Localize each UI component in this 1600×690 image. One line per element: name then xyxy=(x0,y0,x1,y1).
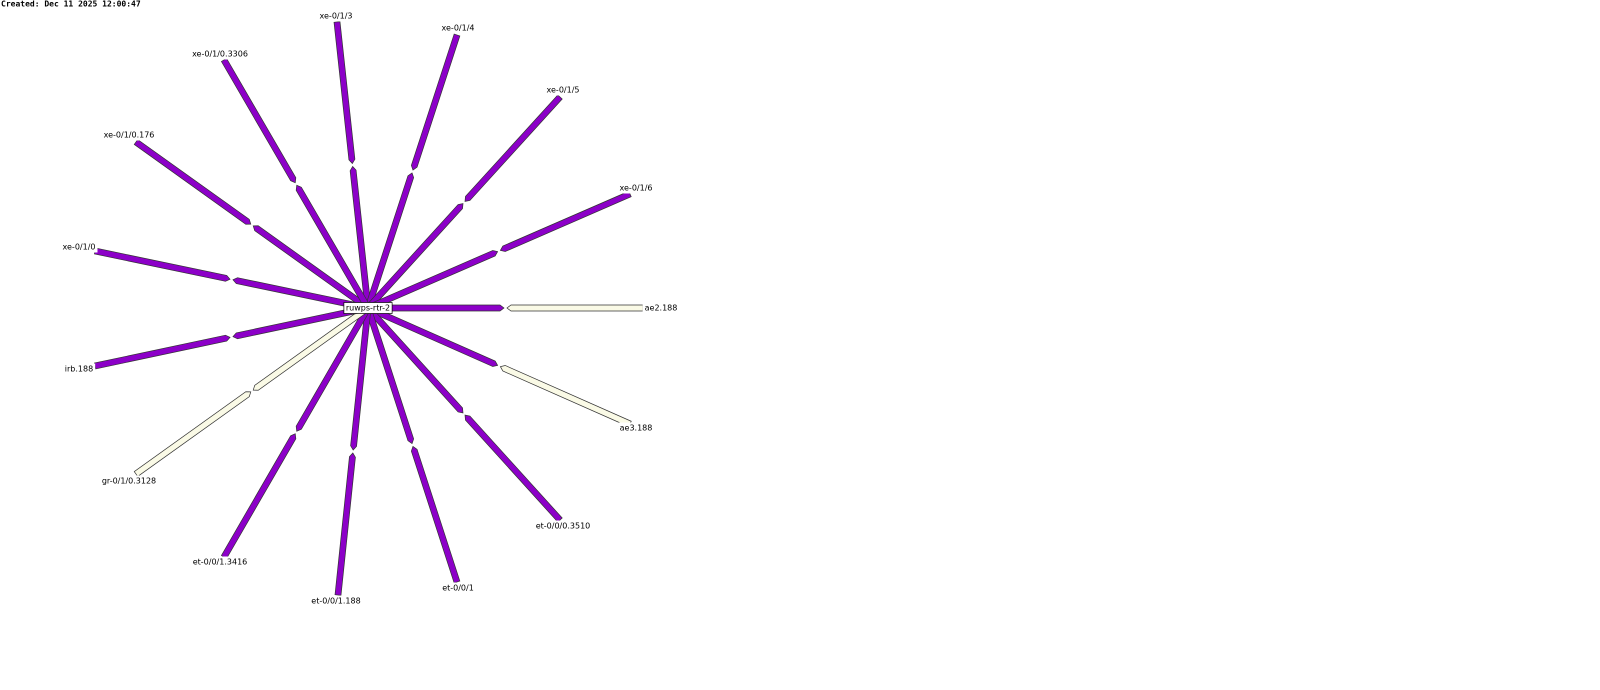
node-label-box xyxy=(617,422,655,434)
node-label-box xyxy=(439,22,477,34)
link-arrow xyxy=(93,334,231,370)
link-arrow xyxy=(464,414,563,523)
node-label: xe-0/1/4 xyxy=(442,24,475,33)
link-arrow xyxy=(410,445,461,584)
labels: xe-0/1/3 xe-0/1/4 xe-0/1/5 xe-0/1/6 ae2.188 a… xyxy=(60,10,680,607)
node-label: xe-0/1/0.3306 xyxy=(192,50,248,59)
node-label-box xyxy=(440,582,476,594)
link-arrow xyxy=(220,58,297,184)
node-label-box xyxy=(544,84,582,96)
node-label-box xyxy=(62,363,96,375)
node-label-box xyxy=(190,556,250,568)
node-label-box xyxy=(617,182,655,194)
link-arrow xyxy=(333,21,356,165)
node-label: gr-0/1/0.3128 xyxy=(102,477,156,486)
link-arrow xyxy=(220,433,297,559)
link-arrow xyxy=(365,305,464,414)
node-label: xe-0/1/0.176 xyxy=(104,131,155,140)
node-label: irb.188 xyxy=(65,365,93,374)
node-label-box xyxy=(343,302,393,314)
link-arrow xyxy=(93,247,231,282)
link-arrow xyxy=(133,391,252,477)
node-label-box xyxy=(533,520,593,532)
node-label: ae3.188 xyxy=(620,424,653,433)
node-label-box xyxy=(642,302,680,314)
node-label-box xyxy=(317,10,355,22)
node-label-box xyxy=(309,595,363,607)
link-arrow xyxy=(499,190,632,252)
link-arrow xyxy=(499,365,632,428)
node-label: xe-0/1/6 xyxy=(620,184,653,193)
node-label: xe-0/1/5 xyxy=(547,86,580,95)
node-label: xe-0/1/3 xyxy=(320,12,353,21)
link-arrow xyxy=(506,304,644,312)
node-label: xe-0/1/0 xyxy=(63,243,96,252)
node-label: et-0/0/1.3416 xyxy=(193,558,248,567)
created-stamp: Created: Dec 11 2025 12:00:47 xyxy=(1,0,141,9)
node-label-box xyxy=(99,475,159,487)
node-label: ae2.188 xyxy=(645,304,678,313)
links xyxy=(93,21,644,596)
link-arrow xyxy=(365,203,464,311)
link-arrow xyxy=(410,33,461,171)
node-label-box xyxy=(60,241,98,253)
node-label: ruwps-rtr-2 xyxy=(346,304,390,313)
link-arrow xyxy=(464,94,563,202)
node-label: et-0/0/1.188 xyxy=(311,597,360,606)
node-label: et-0/0/1 xyxy=(442,584,474,593)
link-arrow xyxy=(334,452,356,596)
node-label: et-0/0/0.3510 xyxy=(536,522,591,531)
link-arrow xyxy=(133,139,252,225)
node-label-box xyxy=(190,48,250,60)
node-label-box xyxy=(101,129,157,141)
